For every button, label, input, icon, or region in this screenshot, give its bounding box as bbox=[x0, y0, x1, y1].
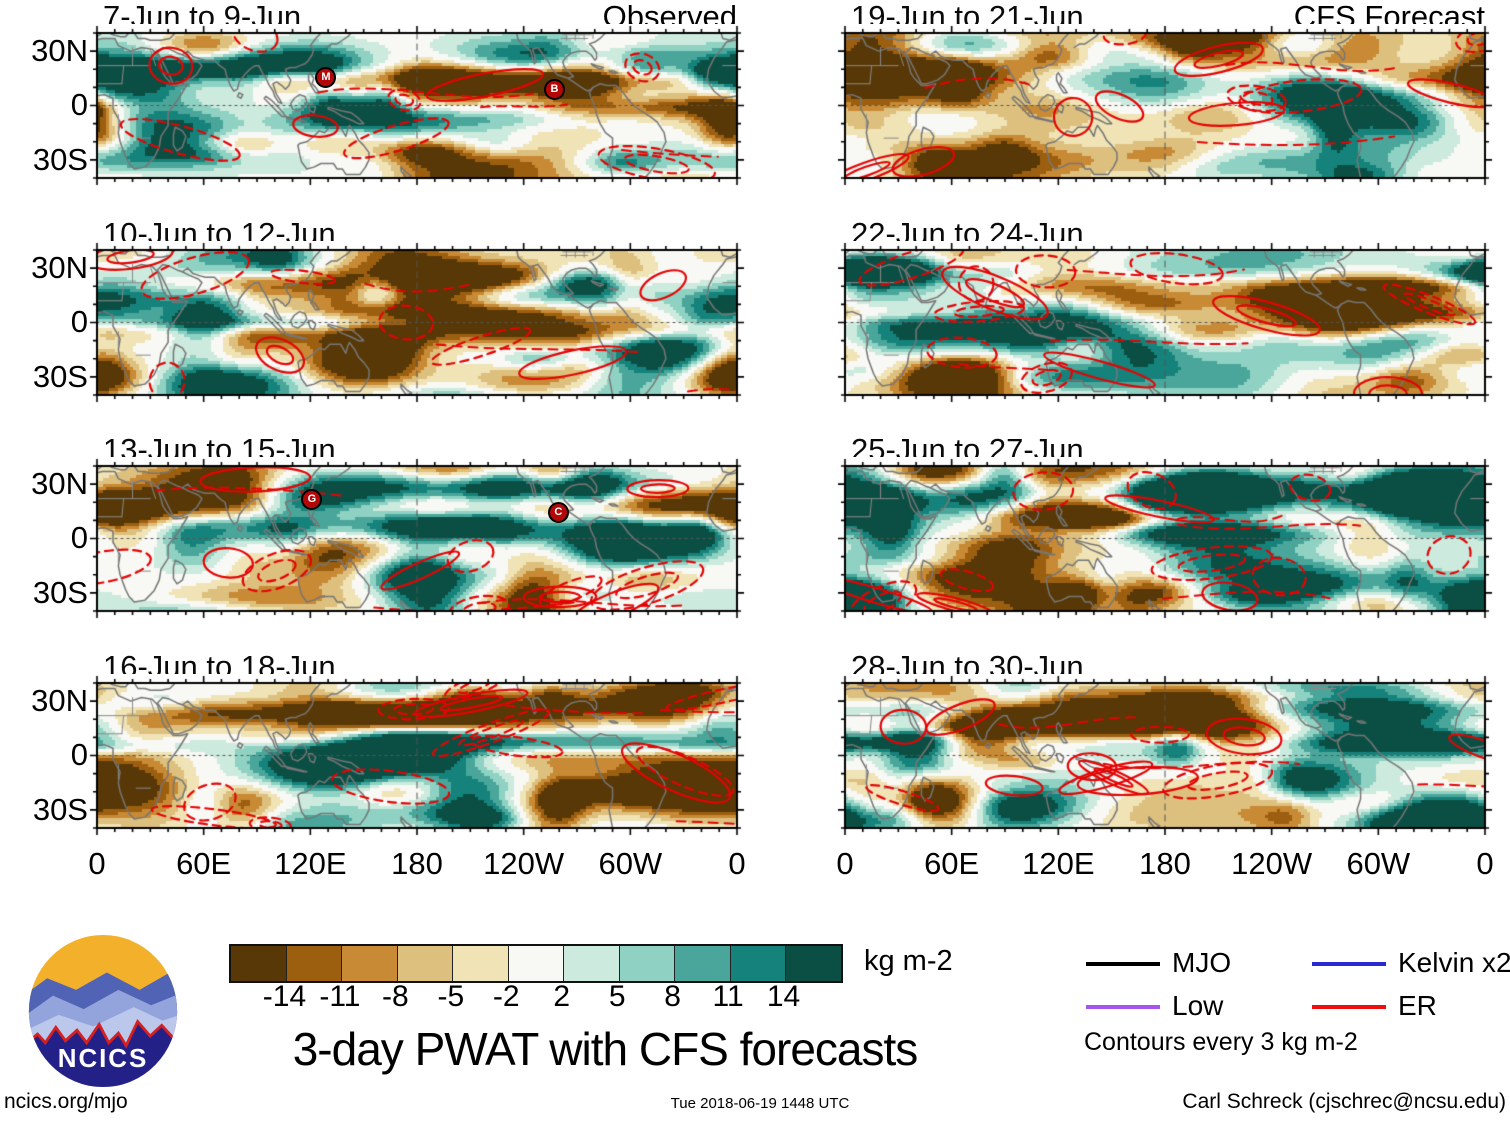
logo-text: NCICS bbox=[58, 1043, 148, 1073]
site-link[interactable]: ncics.org/mjo bbox=[4, 1090, 128, 1113]
y-axis-label: 30S bbox=[32, 792, 88, 827]
tropical-cyclone-marker: G bbox=[301, 488, 323, 510]
map-canvas bbox=[836, 24, 1494, 187]
ncics-logo: NCICS bbox=[28, 934, 178, 1088]
map-canvas bbox=[88, 241, 746, 404]
colorbar-segment bbox=[563, 946, 619, 981]
x-axis-label: 0 bbox=[88, 846, 106, 881]
x-axis-label: 120E bbox=[1022, 846, 1095, 881]
logo-foreground bbox=[28, 1021, 178, 1088]
x-axis-label: 0 bbox=[1476, 846, 1494, 881]
colorbar-tick-label: -14 bbox=[262, 980, 307, 1013]
credit: Carl Schreck (cjschrec@ncsu.edu) bbox=[1182, 1090, 1506, 1113]
figure-title: 3-day PWAT with CFS forecasts bbox=[292, 1023, 919, 1075]
x-axis-label: 0 bbox=[728, 846, 746, 881]
legend-line-kelvin-x2 bbox=[1312, 962, 1386, 966]
wave-legend: MJO Kelvin x2 Low ER bbox=[1078, 944, 1510, 1054]
tropical-cyclone-marker: B bbox=[543, 78, 565, 100]
x-axis-label: 60E bbox=[176, 846, 232, 881]
colorbar-tick-label: -11 bbox=[319, 980, 361, 1013]
legend-line-low bbox=[1086, 1005, 1160, 1009]
colorbar-tick-label: 2 bbox=[553, 980, 571, 1013]
y-axis-label: 0 bbox=[70, 520, 88, 555]
colorbar-tick-label: -5 bbox=[437, 980, 465, 1013]
colorbar-segment bbox=[231, 946, 286, 981]
colorbar-segment bbox=[285, 946, 342, 981]
x-axis-label: 120W bbox=[483, 846, 565, 881]
timestamp: Tue 2018-06-19 1448 UTC bbox=[670, 1095, 850, 1112]
x-axis-label: 60W bbox=[1346, 846, 1411, 881]
colorbar-segment bbox=[341, 946, 397, 981]
y-axis-label: 30N bbox=[31, 250, 88, 285]
x-axis-label: 0 bbox=[836, 846, 854, 881]
x-axis-label: 120E bbox=[274, 846, 347, 881]
x-axis-label: 120W bbox=[1231, 846, 1313, 881]
legend-label: ER bbox=[1398, 990, 1437, 1021]
x-axis-label: 180 bbox=[391, 846, 443, 881]
legend-note: Contours every 3 kg m-2 bbox=[1084, 1028, 1358, 1056]
map-canvas bbox=[88, 457, 746, 620]
x-axis-label: 60E bbox=[924, 846, 980, 881]
x-axis-label: 180 bbox=[1139, 846, 1191, 881]
y-axis-label: 0 bbox=[70, 87, 88, 122]
y-axis-label: 0 bbox=[70, 737, 88, 772]
map-canvas bbox=[88, 24, 746, 187]
colorbar-segment bbox=[785, 946, 842, 981]
legend-label: MJO bbox=[1172, 947, 1232, 978]
colorbar-units: kg m-2 bbox=[864, 945, 953, 977]
colorbar-tick-label: -8 bbox=[382, 980, 409, 1013]
legend-label: Kelvin x2 bbox=[1398, 947, 1510, 978]
colorbar-tick-label: 8 bbox=[664, 980, 681, 1013]
map-canvas bbox=[836, 457, 1494, 620]
map-canvas bbox=[836, 674, 1494, 837]
colorbar-segment bbox=[674, 946, 730, 981]
legend-label: Low bbox=[1172, 990, 1224, 1021]
y-axis-label: 30S bbox=[32, 359, 88, 394]
legend-line-mjo bbox=[1086, 962, 1160, 966]
y-axis-label: 30N bbox=[31, 683, 88, 718]
map-canvas bbox=[88, 674, 746, 837]
tropical-cyclone-marker: C bbox=[547, 501, 569, 523]
colorbar bbox=[229, 944, 843, 983]
colorbar-segment bbox=[507, 946, 564, 981]
y-axis-label: 30S bbox=[32, 575, 88, 610]
colorbar-tick-label: 14 bbox=[766, 980, 801, 1013]
y-axis-label: 30N bbox=[31, 33, 88, 68]
map-canvas bbox=[836, 241, 1494, 404]
colorbar-segment bbox=[452, 946, 508, 981]
colorbar-tick-label: 5 bbox=[608, 980, 626, 1013]
tropical-cyclone-marker: M bbox=[315, 66, 337, 88]
y-axis-label: 30S bbox=[32, 142, 88, 177]
colorbar-segment bbox=[396, 946, 453, 981]
logo-red-ridgeline bbox=[28, 1018, 178, 1049]
y-axis-label: 30N bbox=[31, 466, 88, 501]
colorbar-segment bbox=[618, 946, 675, 981]
y-axis-label: 0 bbox=[70, 304, 88, 339]
colorbar-tick-label: -2 bbox=[492, 980, 520, 1013]
colorbar-segment bbox=[729, 946, 786, 981]
legend-line-er bbox=[1312, 1005, 1386, 1009]
x-axis-label: 60W bbox=[598, 846, 663, 881]
colorbar-tick-label: 11 bbox=[712, 980, 744, 1013]
